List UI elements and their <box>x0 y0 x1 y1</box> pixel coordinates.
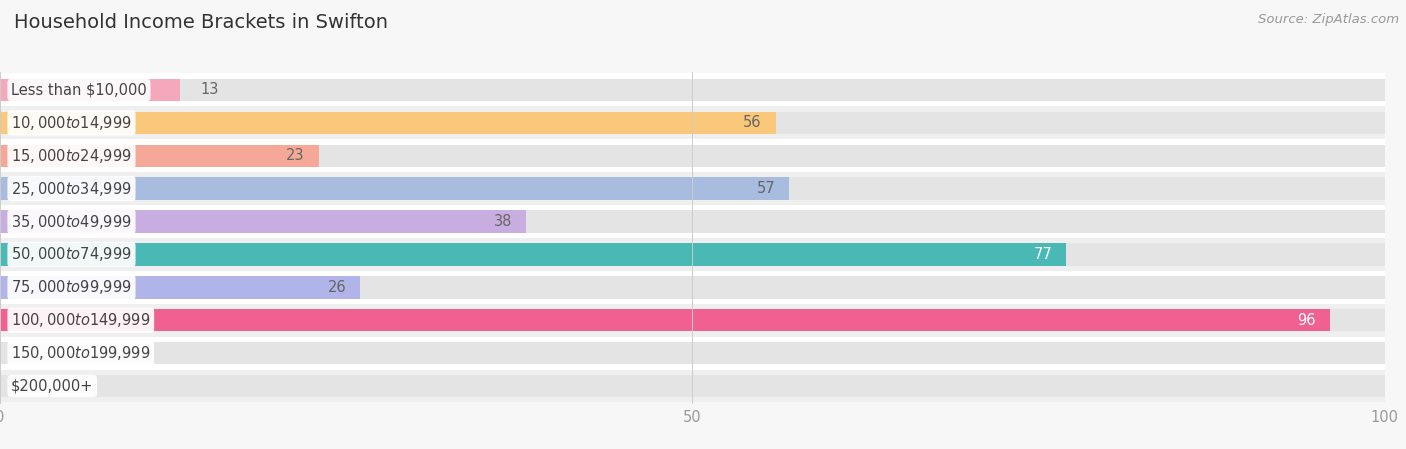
Bar <box>0 205 1385 238</box>
Bar <box>0 243 1385 266</box>
Text: 13: 13 <box>201 83 219 97</box>
Bar <box>0 145 1385 167</box>
Text: $100,000 to $149,999: $100,000 to $149,999 <box>11 311 150 329</box>
Bar <box>0 337 1385 370</box>
Bar <box>0 276 360 299</box>
Bar <box>0 309 1330 331</box>
Bar <box>0 210 1385 233</box>
Bar <box>0 145 319 167</box>
Bar <box>0 139 1385 172</box>
Bar <box>0 74 1385 106</box>
Text: $200,000+: $200,000+ <box>11 379 93 393</box>
Text: $150,000 to $199,999: $150,000 to $199,999 <box>11 344 150 362</box>
Bar <box>0 370 1385 402</box>
Text: Source: ZipAtlas.com: Source: ZipAtlas.com <box>1258 13 1399 26</box>
Bar <box>0 112 776 134</box>
Text: 38: 38 <box>494 214 512 229</box>
Bar <box>0 304 1385 337</box>
Bar <box>0 172 1385 205</box>
Bar <box>0 309 1385 331</box>
Text: 26: 26 <box>328 280 346 295</box>
Text: $15,000 to $24,999: $15,000 to $24,999 <box>11 147 132 165</box>
Bar <box>0 238 1385 271</box>
Bar <box>0 112 1385 134</box>
Text: Less than $10,000: Less than $10,000 <box>11 83 146 97</box>
Text: $75,000 to $99,999: $75,000 to $99,999 <box>11 278 132 296</box>
Bar <box>0 375 1385 397</box>
Bar <box>0 79 1385 101</box>
Text: $50,000 to $74,999: $50,000 to $74,999 <box>11 246 132 264</box>
Bar <box>0 177 789 200</box>
Text: 57: 57 <box>756 181 776 196</box>
Text: 96: 96 <box>1298 313 1316 328</box>
Text: 56: 56 <box>744 115 762 130</box>
Text: $35,000 to $49,999: $35,000 to $49,999 <box>11 212 132 230</box>
Bar <box>0 342 1385 364</box>
Bar <box>0 106 1385 139</box>
Bar <box>0 271 1385 304</box>
Text: 0: 0 <box>21 346 30 361</box>
Text: Household Income Brackets in Swifton: Household Income Brackets in Swifton <box>14 13 388 32</box>
Text: 23: 23 <box>287 148 305 163</box>
Bar <box>0 177 1385 200</box>
Bar <box>0 79 180 101</box>
Text: 0: 0 <box>21 379 30 393</box>
Bar <box>0 210 526 233</box>
Text: $25,000 to $34,999: $25,000 to $34,999 <box>11 180 132 198</box>
Text: 77: 77 <box>1033 247 1053 262</box>
Text: $10,000 to $14,999: $10,000 to $14,999 <box>11 114 132 132</box>
Bar <box>0 276 1385 299</box>
Bar <box>0 243 1066 266</box>
